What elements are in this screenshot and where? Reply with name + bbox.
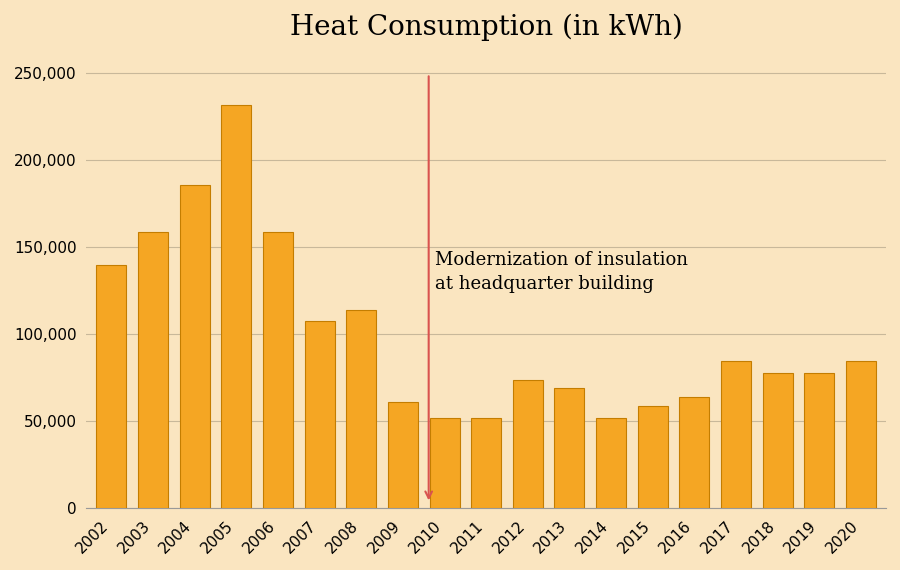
Bar — [346, 310, 376, 508]
Bar — [472, 418, 501, 508]
Bar — [638, 406, 668, 508]
Bar — [138, 232, 168, 508]
Bar — [513, 380, 543, 508]
Bar — [429, 418, 460, 508]
Bar — [263, 232, 293, 508]
Bar — [680, 397, 709, 508]
Bar — [388, 402, 418, 508]
Bar — [763, 373, 793, 508]
Bar — [554, 388, 584, 508]
Bar — [805, 373, 834, 508]
Bar — [180, 185, 210, 508]
Title: Heat Consumption (in kWh): Heat Consumption (in kWh) — [290, 14, 682, 41]
Bar — [846, 361, 876, 508]
Bar — [96, 265, 126, 508]
Bar — [221, 105, 251, 508]
Bar — [721, 361, 752, 508]
Bar — [304, 320, 335, 508]
Text: Modernization of insulation
at headquarter building: Modernization of insulation at headquart… — [435, 251, 688, 292]
Bar — [596, 418, 626, 508]
